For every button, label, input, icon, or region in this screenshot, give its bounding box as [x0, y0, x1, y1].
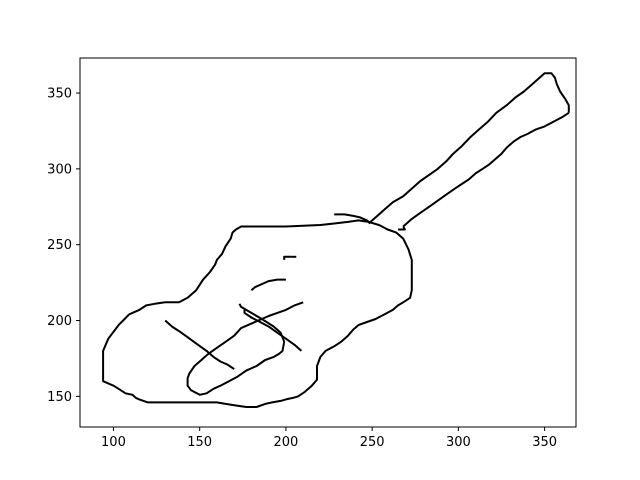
x-tick-label: 300	[446, 435, 471, 450]
x-tick-label: 100	[101, 435, 126, 450]
series-line-9	[368, 72, 570, 225]
series-line-6	[250, 278, 286, 291]
series-line-1	[102, 219, 413, 408]
series-line-7	[243, 309, 303, 352]
series-line-8	[334, 213, 372, 225]
y-tick-label: 150	[47, 390, 72, 405]
y-tick-label: 300	[47, 162, 72, 177]
x-tick-label: 150	[187, 435, 212, 450]
x-tick-label: 250	[360, 435, 385, 450]
series-line-2	[283, 255, 292, 260]
series-line-11	[398, 226, 406, 231]
x-axis: 100 150 200 250 300 350	[101, 427, 557, 450]
x-tick-label: 350	[532, 435, 557, 450]
axes-frame	[79, 57, 577, 428]
y-tick-label: 350	[47, 87, 72, 102]
y-axis: 150 200 250 300 350	[47, 87, 80, 405]
series-group	[102, 72, 570, 408]
y-tick-label: 250	[47, 238, 72, 253]
y-tick-label: 200	[47, 314, 72, 329]
series-line-5	[164, 319, 235, 370]
x-tick-label: 200	[274, 435, 299, 450]
series-line-10	[402, 111, 570, 228]
series-line-4	[186, 301, 304, 396]
